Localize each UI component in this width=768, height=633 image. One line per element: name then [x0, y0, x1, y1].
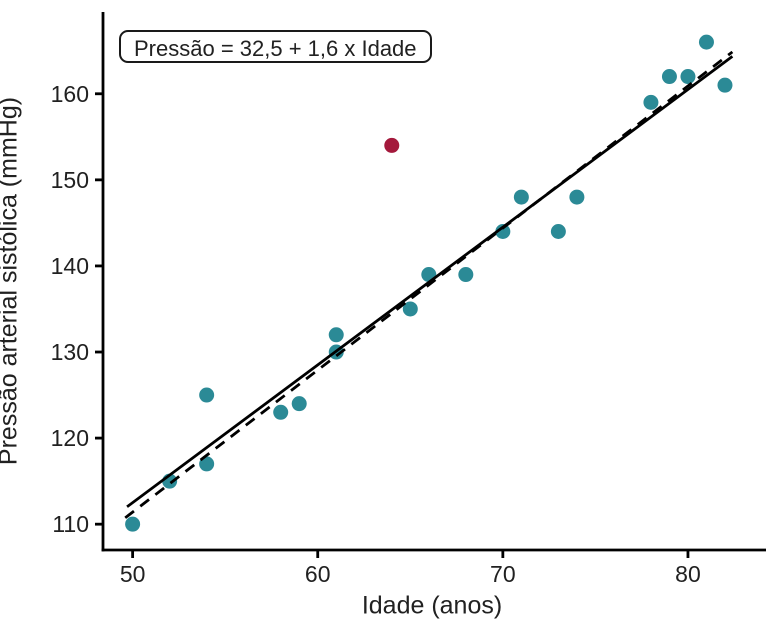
data-point: [199, 387, 215, 403]
y-tick-label: 120: [51, 425, 89, 451]
data-point: [513, 189, 529, 205]
data-point: [717, 77, 733, 93]
data-point: [328, 327, 344, 343]
y-tick-label: 140: [51, 253, 89, 279]
data-point: [698, 34, 714, 50]
x-tick-label: 50: [120, 561, 146, 587]
y-tick-label: 160: [51, 81, 89, 107]
regression-line-dashed: [124, 50, 734, 519]
data-point: [291, 396, 307, 412]
outlier-point: [384, 137, 400, 153]
data-point: [402, 301, 418, 317]
y-axis-title: Pressão arterial sistólica (mmHg): [0, 96, 23, 466]
y-tick-label: 130: [51, 339, 89, 365]
x-tick-label: 70: [490, 561, 516, 587]
data-point: [643, 94, 659, 110]
x-axis-title: Idade (anos): [361, 591, 503, 620]
data-point: [550, 224, 566, 240]
x-tick-label: 60: [305, 561, 331, 587]
regression-equation-annotation: Pressão = 32,5 + 1,6 x Idade: [119, 30, 432, 63]
data-point: [569, 189, 585, 205]
data-point: [495, 224, 511, 240]
x-tick-label: 80: [675, 561, 701, 587]
data-point: [125, 516, 141, 532]
y-tick-label: 110: [52, 511, 89, 537]
data-point: [680, 69, 696, 85]
data-point: [458, 267, 474, 283]
data-point: [199, 456, 215, 472]
y-tick-label: 150: [51, 167, 89, 193]
data-point: [661, 69, 677, 85]
regression-line-solid: [126, 55, 734, 508]
data-point: [273, 404, 289, 420]
